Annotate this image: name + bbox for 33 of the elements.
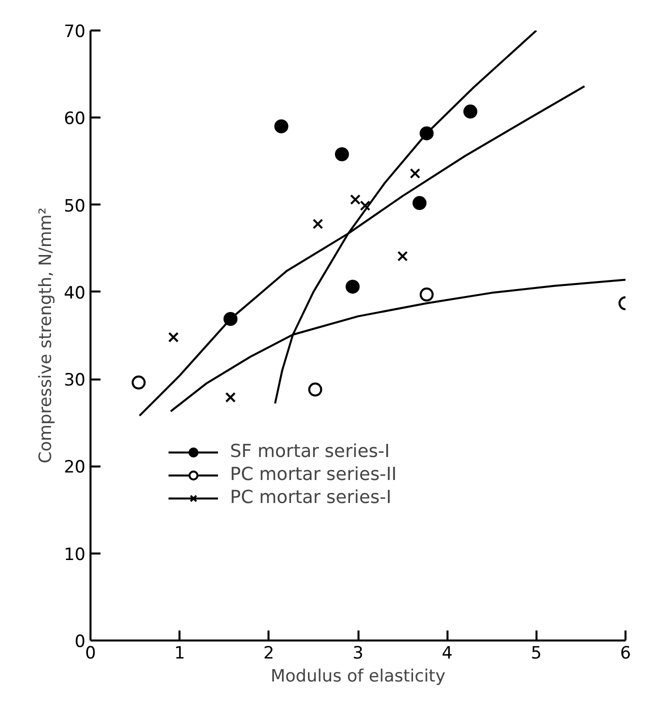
point [274,119,288,134]
y-tick-label: 10 [64,544,86,565]
y-tick-label: 50 [64,196,86,216]
point [308,382,322,397]
point [312,218,324,230]
point [463,104,478,119]
y-tick-label: 60 [64,109,86,130]
point [412,196,427,210]
x-tick-label: 4 [442,644,453,664]
point [410,168,420,179]
y-tick-label: 20 [64,458,86,478]
point [225,392,236,403]
point [346,280,360,294]
point [168,332,179,342]
y-tick-label: 30 [64,370,86,391]
legend-label: PC mortar series-II [230,464,397,485]
x-axis-title: Modulus of elasticity [270,666,446,686]
x-tick-label: 5 [530,644,542,664]
point [397,250,408,262]
x-tick-label: 6 [620,644,631,664]
y-axis-title: Compressive strength, N/mm² [36,208,56,464]
point [132,376,146,390]
legend-label: SF mortar series-I [230,441,390,462]
y-tick-label: 70 [64,22,86,42]
x-tick-label: 1 [174,644,186,664]
x-tick-label: 2 [263,644,274,664]
point [420,288,434,302]
y-tick-label: 40 [64,283,86,304]
point [334,147,349,162]
point [350,194,361,205]
legend-label: PC mortar series-I [230,487,392,508]
point [360,200,370,211]
x-tick-label: 3 [352,644,364,664]
